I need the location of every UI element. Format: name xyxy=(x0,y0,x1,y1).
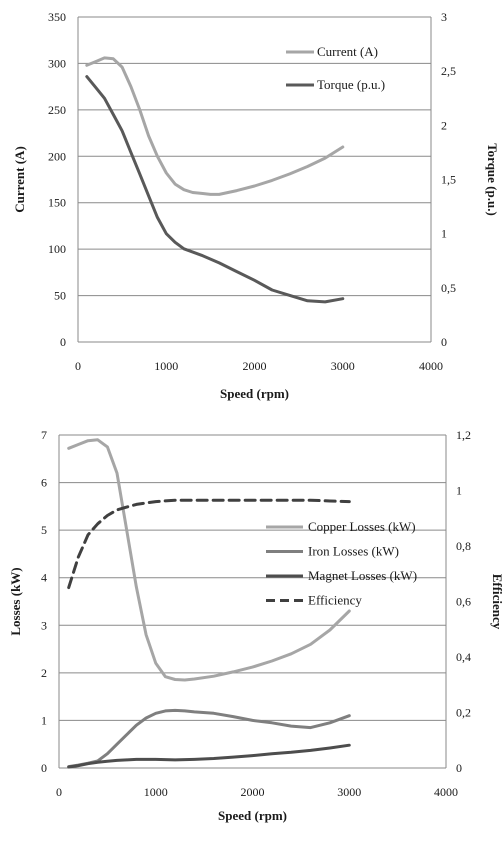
x-tick-label: 0 xyxy=(75,359,81,373)
x-tick-label: 3000 xyxy=(337,785,361,799)
legend-label: Torque (p.u.) xyxy=(317,77,385,92)
y2-tick-label: 1 xyxy=(441,227,447,241)
series-line-0 xyxy=(67,438,351,682)
y2-tick-label: 0,8 xyxy=(456,539,471,553)
y-tick-label: 100 xyxy=(48,242,66,256)
series-line-3 xyxy=(67,498,351,590)
y2-tick-label: 2 xyxy=(441,118,447,132)
y2-tick-label: 0,5 xyxy=(441,281,456,295)
y2-axis-title: Efficiency xyxy=(490,574,504,630)
y-axis-title: Current (A) xyxy=(12,146,27,213)
legend-label: Copper Losses (kW) xyxy=(308,519,416,534)
x-tick-label: 0 xyxy=(56,785,62,799)
y-tick-label: 5 xyxy=(41,523,47,537)
y-tick-label: 250 xyxy=(48,103,66,117)
series-line-2 xyxy=(67,743,351,769)
x-tick-label: 2000 xyxy=(241,785,265,799)
y-tick-label: 150 xyxy=(48,196,66,210)
y-tick-label: 3 xyxy=(41,618,47,632)
y2-tick-label: 1 xyxy=(456,484,462,498)
y2-tick-label: 0 xyxy=(441,335,447,349)
legend-label: Current (A) xyxy=(317,44,378,59)
y-tick-label: 0 xyxy=(60,335,66,349)
y-tick-label: 200 xyxy=(48,149,66,163)
series-line-0 xyxy=(85,56,345,196)
y-tick-label: 2 xyxy=(41,666,47,680)
y2-tick-label: 0,4 xyxy=(456,650,471,664)
series-line-1 xyxy=(85,75,345,304)
y2-tick-label: 0,2 xyxy=(456,706,471,720)
y-tick-label: 7 xyxy=(41,428,47,442)
x-tick-label: 3000 xyxy=(331,359,355,373)
y2-tick-label: 2,5 xyxy=(441,64,456,78)
chart-losses-efficiency: 0 1 2 3 4 5 6 7 0 0,2 0,4 0,6 0,8 1 1,2 0 1000 2000 3000 40… xyxy=(8,428,504,823)
y-tick-label: 4 xyxy=(41,571,47,585)
y-tick-label: 300 xyxy=(48,56,66,70)
legend-label: Magnet Losses (kW) xyxy=(308,568,417,583)
y2-tick-label: 1,2 xyxy=(456,428,471,442)
y2-axis-title: Torque (p.u.) xyxy=(485,143,500,216)
legend-label: Iron Losses (kW) xyxy=(308,544,399,559)
y-tick-label: 350 xyxy=(48,10,66,24)
chart-current-torque: 0 50 100 150 200 250 300 350 0 0,5 1 1,5 2 2,5 3 0 1000 2… xyxy=(12,10,500,401)
y-tick-label: 6 xyxy=(41,476,47,490)
series-line-1 xyxy=(67,708,351,769)
x-tick-label: 2000 xyxy=(243,359,267,373)
y-axis-title: Losses (kW) xyxy=(8,567,23,635)
y2-tick-label: 3 xyxy=(441,10,447,24)
y2-tick-label: 1,5 xyxy=(441,173,456,187)
x-axis-title: Speed (rpm) xyxy=(218,808,287,823)
y2-tick-label: 0 xyxy=(456,761,462,775)
y-tick-label: 1 xyxy=(41,713,47,727)
y-tick-label: 0 xyxy=(41,761,47,775)
x-axis-title: Speed (rpm) xyxy=(220,386,289,401)
y-tick-label: 50 xyxy=(54,289,66,303)
x-tick-label: 4000 xyxy=(434,785,458,799)
x-tick-label: 1000 xyxy=(144,785,168,799)
legend-label: Efficiency xyxy=(308,593,362,608)
x-tick-label: 1000 xyxy=(154,359,178,373)
y2-tick-label: 0,6 xyxy=(456,595,471,609)
x-tick-label: 4000 xyxy=(419,359,443,373)
